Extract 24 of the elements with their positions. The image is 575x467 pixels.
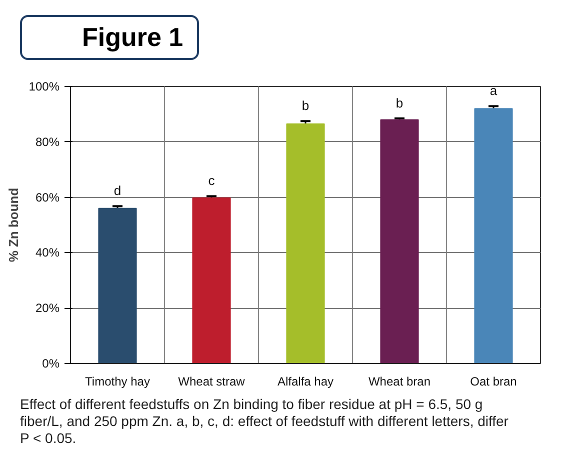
bar [192, 197, 231, 364]
bar [474, 108, 513, 364]
y-tick-label: 40% [35, 246, 60, 260]
y-tick-label: 0% [42, 356, 60, 371]
chart-title: Figure 1 [20, 15, 200, 60]
annotation: c [208, 173, 216, 188]
bar [380, 119, 419, 364]
annotation: d [114, 183, 122, 198]
bar [286, 124, 325, 364]
annotation: b [302, 98, 310, 114]
x-tick-label: Alfalfa hay [277, 374, 334, 389]
x-tick-label: Timothy hay [85, 374, 150, 389]
x-tick-label: Oat bran [470, 374, 517, 389]
y-tick-label: 60% [35, 190, 60, 204]
annotation: a [490, 83, 498, 98]
y-tick-label: 80% [35, 135, 60, 150]
bar [98, 208, 137, 364]
x-tick-label: Wheat straw [178, 374, 246, 389]
text: Effect of different feedstuffs on Zn binding to fiber residue at pH = 6.5, 50 g fiber/L, and 250 ppm Zn. a, b, c, d: effect of feedstuff with different letters, differ P < 0.05. [20, 396, 510, 447]
y-tick-label: 20% [35, 301, 60, 316]
y-tick-label: 100% [28, 80, 60, 94]
annotation: b [396, 95, 404, 110]
x-tick-label: Wheat bran [368, 374, 431, 389]
y-axis-title: % Zn bound [6, 188, 21, 262]
